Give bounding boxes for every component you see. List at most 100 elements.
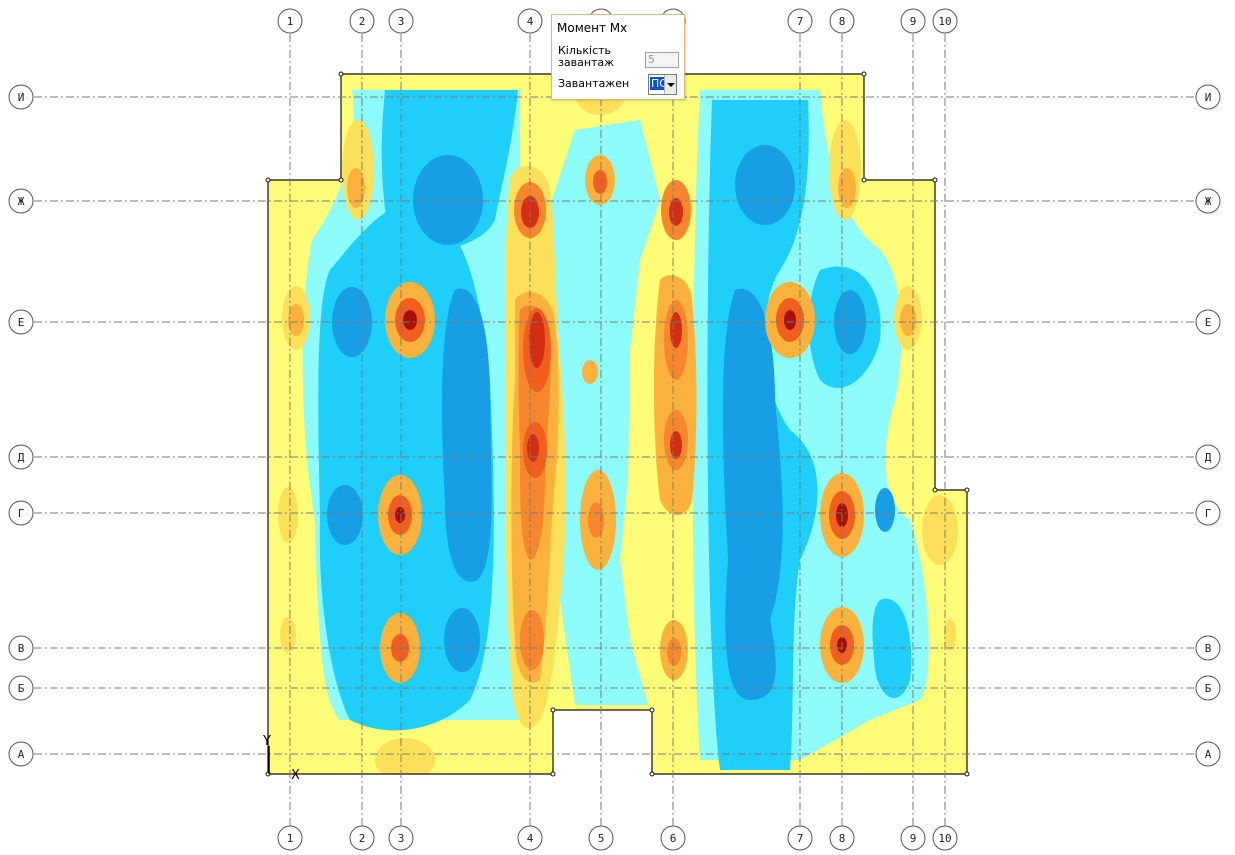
contour-orange-e1: [288, 304, 304, 336]
grid-bubble-right-7: А: [1195, 741, 1221, 767]
grid-bubble-label: В: [18, 642, 25, 655]
grid-bubble-label: А: [18, 748, 25, 761]
outline-node: [265, 177, 271, 183]
contour-darkblue-9: [875, 488, 895, 532]
grid-bubble-right-1: Ж: [1195, 188, 1221, 214]
dropdown-button[interactable]: [664, 75, 676, 94]
grid-bubble-bottom-10: 10: [932, 825, 958, 851]
grid-bubble-circle: [349, 8, 375, 34]
grid-bubble-label: 8: [839, 832, 846, 845]
grid-bubble-circle: [8, 635, 34, 661]
grid-bubble-label: 7: [797, 15, 804, 28]
grid-bubble-label: В: [1205, 642, 1212, 655]
grid-bubble-bottom-1: 1: [277, 825, 303, 851]
y-axis-label: Y: [262, 734, 271, 749]
grid-bubble-circle: [517, 825, 543, 851]
grid-bubble-circle: [349, 825, 375, 851]
grid-bubble-left-4: Г: [8, 500, 34, 526]
outline-node: [550, 707, 556, 713]
contour-yellow-g10: [922, 495, 958, 565]
grid-bubble-circle: [1195, 444, 1221, 470]
grid-bubble-top-8: 8: [829, 8, 855, 34]
contour-darkred-zh6: [669, 198, 683, 226]
contour-darkred-e6: [670, 312, 682, 348]
grid-bubble-bottom-4: 4: [517, 825, 543, 851]
grid-bubble-circle: [932, 8, 958, 34]
grid-bubble-circle: [388, 825, 414, 851]
load-case-label: Завантажен: [558, 77, 630, 90]
moment-panel[interactable]: Момент Mx Кількість завантаж 5 Завантаже…: [551, 14, 685, 100]
load-count-field: 5: [645, 52, 679, 68]
grid-bubble-left-0: И: [8, 84, 34, 110]
grid-bubble-right-3: Д: [1195, 444, 1221, 470]
contour-darkred-d4: [527, 434, 539, 462]
axes-indicator: Y X: [262, 734, 300, 783]
outline-node: [964, 771, 970, 777]
grid-bubble-bottom-3: 3: [388, 825, 414, 851]
grid-bubble-circle: [388, 8, 414, 34]
grid-bubble-label: Д: [18, 451, 25, 464]
contour-yellow-g1: [278, 487, 298, 543]
contour-orange-v4: [520, 610, 544, 670]
contour-orange-zh2: [347, 168, 365, 208]
grid-bubble-circle: [1195, 188, 1221, 214]
contour-darkred-e7: [784, 310, 796, 330]
slab-outline-nodes: [265, 71, 970, 777]
grid-bubble-label: 1: [287, 15, 294, 28]
grid-bubble-circle: [900, 8, 926, 34]
grid-bubble-top-9: 9: [900, 8, 926, 34]
grid-bubble-label: Ж: [1205, 195, 1212, 208]
contour-orange2-v6: [667, 638, 681, 666]
grid-bubble-top-3: 3: [388, 8, 414, 34]
grid-bubble-top-7: 7: [787, 8, 813, 34]
grid-bubble-left-7: А: [8, 741, 34, 767]
contour-blue-far-right: [872, 598, 912, 699]
grid-bubble-label: Г: [18, 507, 25, 520]
contour-darkblue-6: [735, 145, 795, 225]
contour-orange-e5: [582, 360, 598, 384]
grid-bubble-label: 3: [398, 832, 405, 845]
outline-node: [338, 71, 344, 77]
grid-bubble-label: Б: [1205, 682, 1212, 695]
grid-bubble-bottom-8: 8: [829, 825, 855, 851]
grid-bubble-top-4: 4: [517, 8, 543, 34]
grid-bubble-top-10: 10: [932, 8, 958, 34]
load-case-dropdown[interactable]: ПО: [648, 74, 677, 95]
grid-bubble-label: 4: [527, 15, 534, 28]
grid-bubble-bottom-2: 2: [349, 825, 375, 851]
grid-bubble-right-2: Е: [1195, 309, 1221, 335]
grid-bubble-label: 7: [797, 832, 804, 845]
grid-bubble-left-1: Ж: [8, 188, 34, 214]
contour-yellow-v1: [280, 617, 296, 653]
grid-bubble-circle: [8, 84, 34, 110]
x-axis-label: X: [291, 768, 300, 783]
grid-bubble-top-2: 2: [349, 8, 375, 34]
grid-bubble-label: 4: [527, 832, 534, 845]
contour-orange2-g5: [588, 502, 604, 538]
grid-bubble-label: Б: [18, 682, 25, 695]
grid-bubble-label: Г: [1205, 507, 1212, 520]
grid-bubble-circle: [1195, 741, 1221, 767]
grid-bubble-circle: [1195, 675, 1221, 701]
grid-bubble-circle: [1195, 635, 1221, 661]
grid-bubble-label: 9: [910, 832, 917, 845]
grid-bubble-circle: [900, 825, 926, 851]
chevron-down-icon: [667, 83, 675, 87]
contour-yellow-a3: [375, 738, 435, 774]
grid-bubble-circle: [787, 825, 813, 851]
grid-bubble-label: И: [1205, 91, 1212, 104]
contour-orange-e9: [900, 304, 916, 336]
grid-bubble-label: 3: [398, 15, 405, 28]
grid-bubble-label: 1: [287, 832, 294, 845]
grid-bubble-label: 5: [598, 832, 605, 845]
grid-bubble-circle: [277, 825, 303, 851]
grid-bubble-circle: [517, 8, 543, 34]
outline-node: [861, 177, 867, 183]
moment-contour-field: [268, 74, 967, 774]
contour-darkblue-5: [444, 608, 480, 672]
grid-bubble-circle: [8, 741, 34, 767]
outline-node: [861, 71, 867, 77]
grid-bubble-circle: [588, 825, 614, 851]
